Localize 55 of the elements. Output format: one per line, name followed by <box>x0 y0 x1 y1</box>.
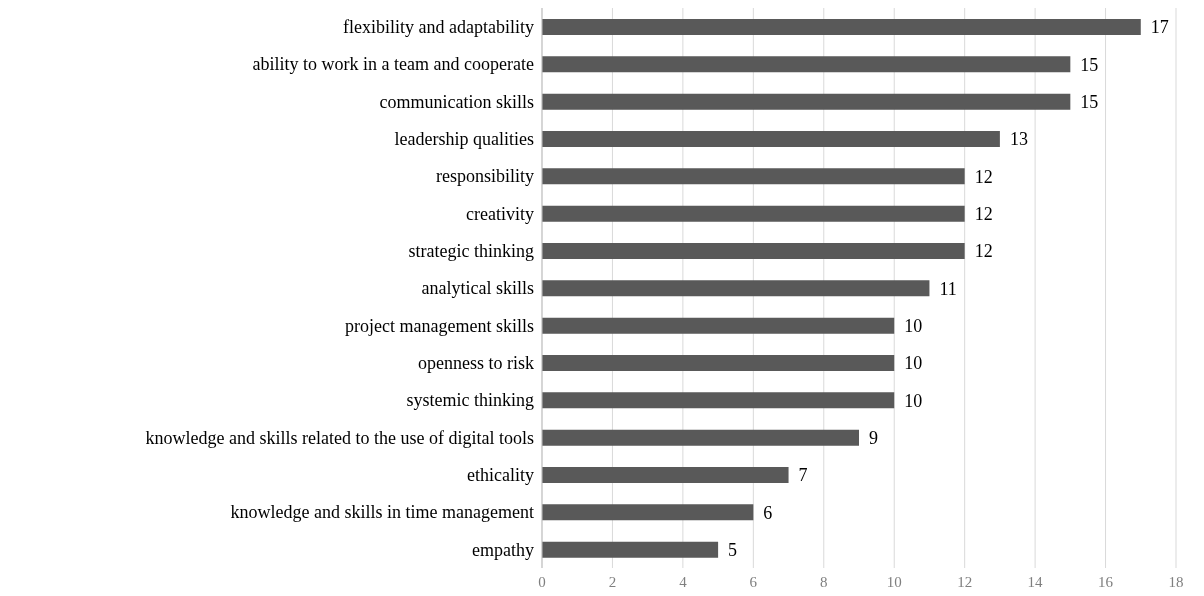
bar <box>542 19 1141 35</box>
data-label: 10 <box>904 353 923 374</box>
x-tick-label: 18 <box>1168 573 1184 590</box>
data-label: 17 <box>1150 17 1169 38</box>
bar <box>542 467 789 483</box>
data-label: 6 <box>763 502 773 523</box>
bar <box>542 355 895 371</box>
data-label: 9 <box>869 428 878 449</box>
y-tick-label: project management skills <box>345 315 534 336</box>
bar <box>542 205 965 222</box>
bar <box>542 317 895 334</box>
y-tick-label: systemic thinking <box>406 390 534 411</box>
bar <box>542 280 930 297</box>
x-tick-label: 16 <box>1098 573 1114 590</box>
data-label: 12 <box>974 241 993 262</box>
data-label: 12 <box>974 204 993 225</box>
y-tick-label: strategic thinking <box>408 241 534 262</box>
x-tick-label: 2 <box>608 573 617 590</box>
bar <box>542 131 1000 147</box>
data-label: 10 <box>904 316 923 337</box>
data-label: 13 <box>1009 129 1028 150</box>
bar <box>542 392 895 409</box>
y-tick-label: knowledge and skills in time management <box>230 502 534 523</box>
bar <box>542 541 719 558</box>
bar <box>542 429 859 446</box>
y-tick-label: responsibility <box>436 166 534 187</box>
bar <box>542 56 1071 73</box>
bar <box>542 243 965 259</box>
data-label: 11 <box>939 278 957 299</box>
data-label: 7 <box>798 465 808 486</box>
x-tick-label: 0 <box>538 573 546 590</box>
bar <box>542 504 754 521</box>
x-tick-label: 12 <box>957 573 973 590</box>
y-tick-label: ethicality <box>467 465 534 486</box>
x-tick-label: 8 <box>820 573 828 590</box>
data-label: 15 <box>1080 54 1099 75</box>
x-tick-label: 4 <box>679 573 688 590</box>
y-tick-label: creativity <box>466 203 534 224</box>
data-label: 10 <box>904 390 923 411</box>
y-tick-label: knowledge and skills related to the use of digital tools <box>145 427 534 448</box>
data-label: 15 <box>1080 92 1099 113</box>
y-tick-label: leadership qualities <box>394 129 534 150</box>
y-tick-label: analytical skills <box>421 278 534 299</box>
y-tick-label: ability to work in a team and cooperate <box>252 54 534 75</box>
y-tick-label: openness to risk <box>418 353 534 374</box>
y-tick-label: communication skills <box>379 91 534 112</box>
data-label: 5 <box>728 540 738 561</box>
data-label: 12 <box>974 166 993 187</box>
y-tick-label: flexibility and adaptability <box>343 17 534 38</box>
x-tick-label: 10 <box>886 573 902 590</box>
x-tick-label: 14 <box>1027 573 1044 590</box>
y-tick-label: empathy <box>472 539 534 560</box>
bar <box>542 168 965 185</box>
bar <box>542 93 1071 110</box>
x-tick-label: 6 <box>749 573 758 590</box>
